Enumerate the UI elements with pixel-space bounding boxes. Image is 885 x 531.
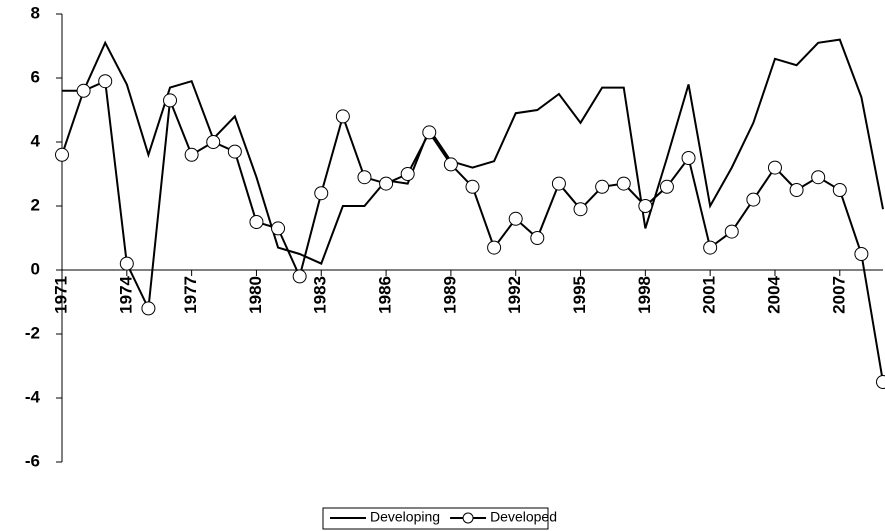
y-tick-label: -6 (25, 451, 40, 470)
data-point (638, 199, 653, 213)
data-point (141, 301, 156, 316)
data-point (379, 176, 394, 191)
data-point (616, 176, 631, 191)
x-tick-label: 1977 (181, 276, 200, 314)
x-tick-label: 1989 (440, 276, 459, 314)
data-point (832, 183, 847, 197)
data-point (876, 375, 885, 389)
data-point (854, 247, 869, 261)
data-point (98, 74, 113, 89)
x-tick-label: 1995 (570, 276, 589, 314)
x-tick-label: 1986 (376, 276, 395, 314)
legend-marker (462, 512, 474, 524)
data-point (573, 202, 588, 217)
y-tick-label: -4 (25, 387, 41, 406)
legend-box (322, 507, 549, 530)
data-point (271, 221, 286, 236)
y-tick-label: 6 (31, 67, 40, 86)
data-point (659, 179, 674, 194)
y-tick-label: 0 (31, 259, 40, 278)
data-point (422, 125, 437, 140)
data-point (530, 231, 545, 245)
x-tick-label: 1971 (51, 276, 70, 314)
series-line (62, 38, 884, 265)
data-point (681, 151, 696, 165)
data-point (119, 256, 134, 271)
data-point (746, 192, 761, 207)
data-point (184, 147, 199, 162)
data-point (724, 224, 739, 239)
data-point (508, 211, 523, 226)
data-point (595, 179, 610, 194)
data-point (465, 179, 480, 194)
data-point (335, 109, 350, 124)
x-tick-label: 1998 (635, 276, 654, 314)
data-point (55, 147, 69, 162)
x-tick-label: 2001 (700, 276, 719, 314)
data-point (314, 186, 329, 201)
y-tick-label: 2 (31, 195, 40, 214)
series-line (61, 79, 884, 383)
data-point (400, 167, 415, 181)
x-tick-label: 2007 (829, 276, 848, 314)
data-point (443, 157, 458, 172)
data-point (703, 240, 718, 255)
data-point (551, 176, 566, 191)
data-point (206, 135, 221, 149)
data-point (163, 93, 178, 108)
legend-label: Developed (490, 509, 557, 525)
y-tick-label: -2 (25, 323, 40, 342)
y-tick-label: 8 (31, 3, 40, 22)
data-point (357, 170, 372, 185)
data-point (292, 269, 307, 284)
x-tick-label: 1983 (311, 276, 330, 314)
x-tick-label: 2004 (764, 275, 783, 313)
data-point (487, 240, 502, 255)
x-tick-label: 1980 (246, 276, 265, 314)
y-tick-label: 4 (31, 131, 41, 150)
data-point (811, 170, 826, 185)
data-point (767, 160, 782, 175)
data-point (789, 183, 804, 197)
data-point (227, 144, 242, 159)
legend-label: Developing (370, 509, 440, 525)
data-point (76, 83, 91, 98)
data-point (249, 215, 264, 229)
x-tick-label: 1992 (505, 276, 524, 314)
x-tick-label: 1974 (116, 275, 135, 313)
